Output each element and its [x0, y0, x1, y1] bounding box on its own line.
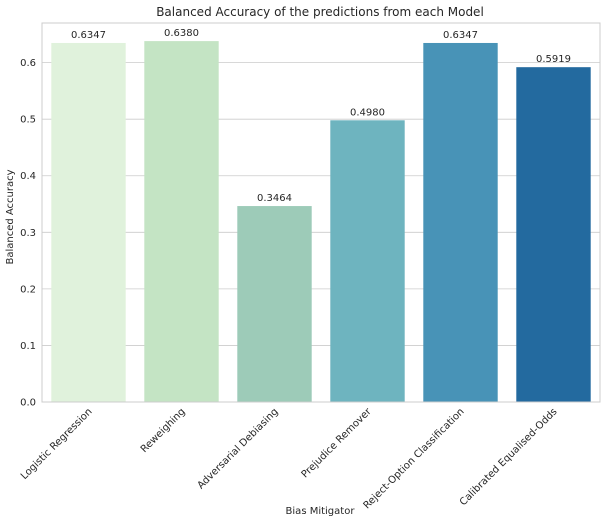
x-tick-label: Calibrated Equalised-Odds	[458, 406, 560, 508]
bar-value-label: 0.4980	[350, 107, 385, 118]
bar	[516, 67, 591, 402]
x-tick-labels: Logistic Regression Reweighing Adversarial…	[19, 406, 560, 512]
y-tick-label: 0.3	[20, 228, 36, 239]
y-tick-label: 0.5	[20, 115, 36, 126]
bar	[144, 41, 219, 402]
y-tick-label: 0.0	[20, 398, 36, 409]
bar-value-label: 0.6347	[443, 30, 478, 41]
y-tick-label: 0.6	[20, 58, 36, 69]
x-tick-label: Prejudice Remover	[300, 406, 375, 481]
bar-value-label: 0.6380	[164, 28, 199, 39]
y-gridlines	[42, 62, 600, 403]
bars	[51, 41, 591, 403]
y-axis-label: Balanced Accuracy	[5, 169, 16, 264]
data-labels: 0.6347 0.6380 0.3464 0.4980 0.6347 0.5919	[71, 28, 571, 204]
bar-value-label: 0.6347	[71, 30, 106, 41]
chart-title: Balanced Accuracy of the predictions fro…	[156, 5, 484, 19]
x-axis-label: Bias Mitigator	[286, 506, 356, 517]
bar	[237, 206, 312, 402]
plot-frame	[41, 22, 601, 403]
bar	[51, 42, 126, 403]
bar-value-label: 0.3464	[257, 193, 292, 204]
x-tick-label: Adversarial Debiasing	[196, 406, 281, 491]
x-tick-label: Logistic Regression	[19, 406, 95, 482]
bar	[330, 120, 405, 402]
bar-value-label: 0.5919	[536, 54, 571, 65]
x-tick-label: Reweighing	[139, 406, 188, 455]
bar	[423, 42, 498, 403]
y-tick-labels: 0.0 0.1 0.2 0.3 0.4 0.5 0.6	[20, 58, 36, 408]
x-tick-label: Reject-Option Classification	[362, 406, 467, 511]
y-tick-label: 0.2	[20, 284, 36, 295]
y-tick-label: 0.4	[20, 171, 36, 182]
y-tick-label: 0.1	[20, 341, 36, 352]
